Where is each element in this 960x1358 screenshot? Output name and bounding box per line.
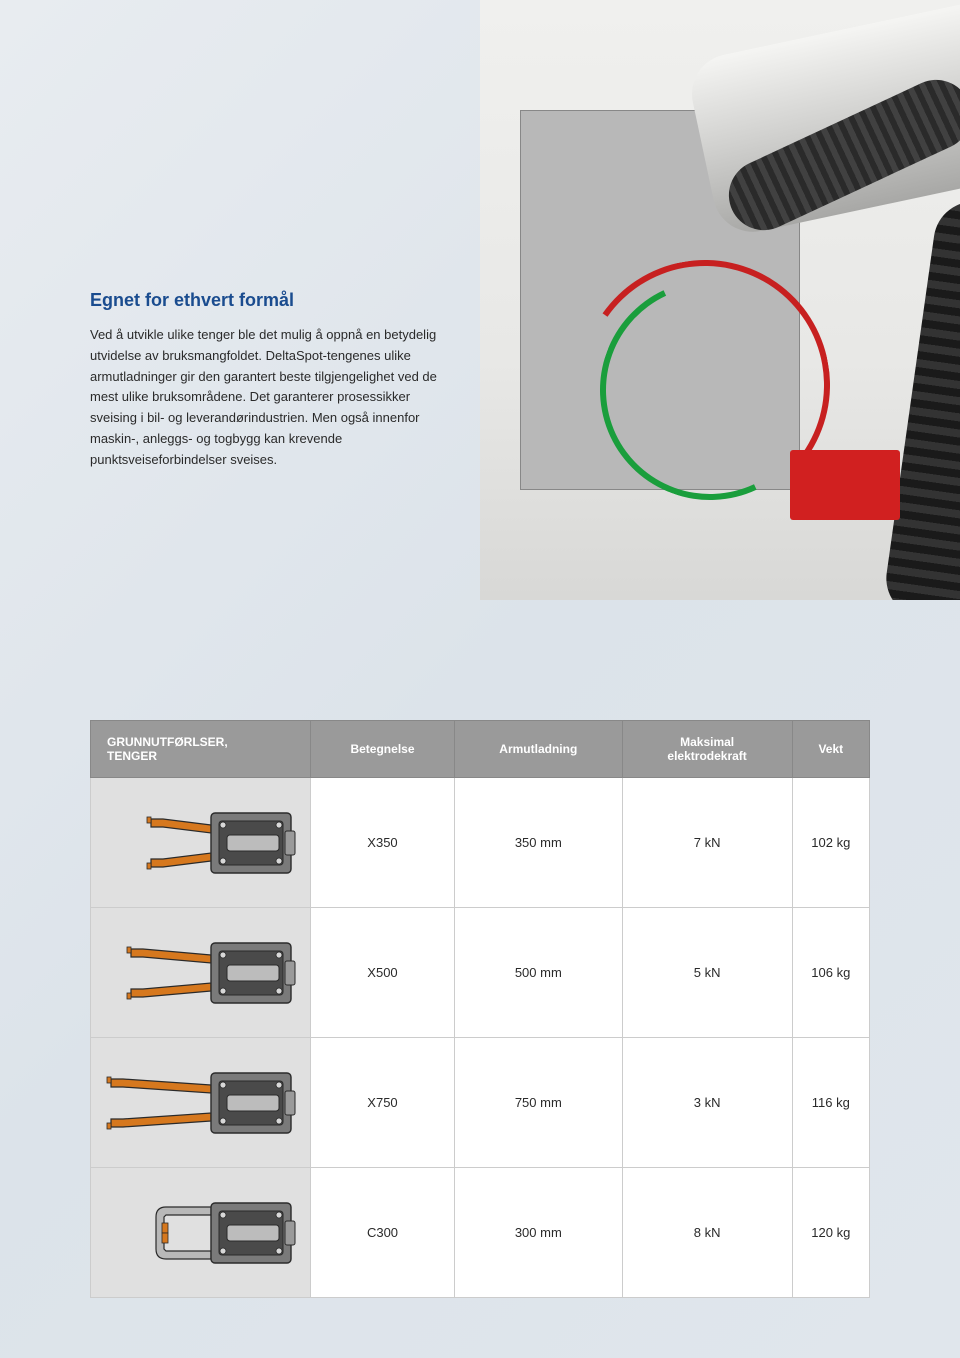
- spec-table-body: X350 350 mm 7 kN 102 kg X500 500 mm 5 kN…: [91, 778, 870, 1298]
- col-header-model: GRUNNUTFØRLSER, TENGER: [91, 721, 311, 778]
- cell-weight: 116 kg: [792, 1038, 869, 1168]
- cell-arm: 350 mm: [454, 778, 622, 908]
- spec-table-wrap: GRUNNUTFØRLSER, TENGER Betegnelse Armutl…: [90, 720, 870, 1298]
- cell-diagram: [91, 1038, 311, 1168]
- cell-force: 8 kN: [622, 1168, 792, 1298]
- col-header-designation: Betegnelse: [311, 721, 455, 778]
- table-row: C300 300 mm 8 kN 120 kg: [91, 1168, 870, 1298]
- cell-weight: 106 kg: [792, 908, 869, 1038]
- cell-designation: X750: [311, 1038, 455, 1168]
- cell-diagram: [91, 1168, 311, 1298]
- cell-designation: C300: [311, 1168, 455, 1298]
- col-header-weight: Vekt: [792, 721, 869, 778]
- cell-force: 7 kN: [622, 778, 792, 908]
- tool-diagram: [101, 788, 301, 898]
- hero-control-box: [790, 450, 900, 520]
- table-row: X350 350 mm 7 kN 102 kg: [91, 778, 870, 908]
- intro-section: Egnet for ethvert formål Ved å utvikle u…: [90, 290, 460, 471]
- hero-conduit-vertical: [881, 196, 960, 600]
- cell-designation: X350: [311, 778, 455, 908]
- cell-arm: 300 mm: [454, 1168, 622, 1298]
- tool-diagram: [101, 1048, 301, 1158]
- cell-weight: 120 kg: [792, 1168, 869, 1298]
- col-header-force: Maksimal elektrodekraft: [622, 721, 792, 778]
- cell-weight: 102 kg: [792, 778, 869, 908]
- cell-arm: 750 mm: [454, 1038, 622, 1168]
- cell-force: 5 kN: [622, 908, 792, 1038]
- cell-designation: X500: [311, 908, 455, 1038]
- cell-diagram: [91, 908, 311, 1038]
- spec-table: GRUNNUTFØRLSER, TENGER Betegnelse Armutl…: [90, 720, 870, 1298]
- table-row: X500 500 mm 5 kN 106 kg: [91, 908, 870, 1038]
- table-header-row: GRUNNUTFØRLSER, TENGER Betegnelse Armutl…: [91, 721, 870, 778]
- cell-arm: 500 mm: [454, 908, 622, 1038]
- col-header-arm: Armutladning: [454, 721, 622, 778]
- cell-force: 3 kN: [622, 1038, 792, 1168]
- cell-diagram: [91, 778, 311, 908]
- section-body: Ved å utvikle ulike tenger ble det mulig…: [90, 325, 460, 471]
- tool-diagram: [101, 1178, 301, 1288]
- hero-photo: [480, 0, 960, 600]
- table-row: X750 750 mm 3 kN 116 kg: [91, 1038, 870, 1168]
- tool-diagram: [101, 918, 301, 1028]
- section-heading: Egnet for ethvert formål: [90, 290, 460, 311]
